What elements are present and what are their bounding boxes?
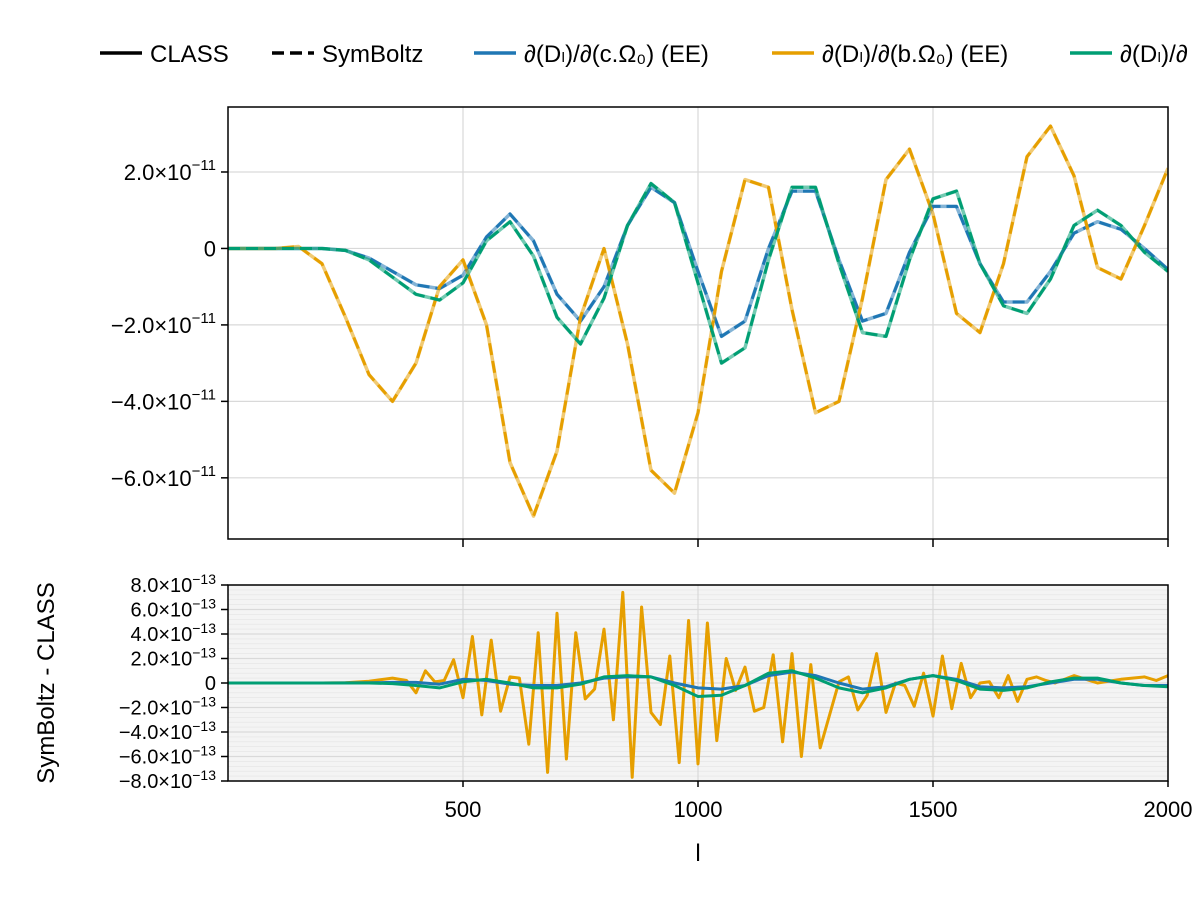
series-line-symboltz-009e73 (228, 182, 1168, 365)
y-tick-label: −4.0×10−13 (119, 718, 216, 744)
legend-label: SymBoltz (322, 41, 423, 68)
legend-label: ∂(Dₗ)/∂(b.Ω₀) (EE) (822, 41, 1008, 68)
legend-item: CLASS (100, 41, 229, 68)
y-tick-label: −8.0×10−13 (119, 767, 216, 793)
series-line-residual-e69f00 (228, 590, 1168, 779)
series-group (228, 124, 1168, 518)
legend-label: ∂(Dₗ)/∂ (1120, 41, 1188, 68)
y-tick-label: −6.0×10−11 (111, 463, 216, 491)
x-tick-label: 1500 (909, 797, 958, 822)
legend: CLASS SymBoltz ∂(Dₗ)/∂(c.Ω₀) (EE) ∂(Dₗ)/∂(b… (100, 41, 1188, 68)
y-tick-label: 0 (204, 236, 216, 261)
y-tick-label: 2.0×10−13 (131, 645, 217, 671)
legend-item: ∂(Dₗ)/∂ (1070, 41, 1188, 68)
series-line-symboltz-e69f00 (228, 124, 1168, 518)
y-tick-label: −2.0×10−11 (111, 310, 216, 338)
y-tick-label: 4.0×10−13 (131, 620, 217, 646)
y-tick-label: 8.0×10−13 (131, 571, 217, 597)
bottom-panel: 500 1000 1500 2000 8.0×10−136.0×10−134.0×10−… (33, 571, 1192, 867)
series-line-residual-009e73 (228, 669, 1168, 698)
x-tick-label: 500 (445, 797, 482, 822)
y-tick-label: −2.0×10−13 (119, 694, 216, 720)
legend-item: SymBoltz (272, 41, 423, 68)
y-tick-label: −4.0×10−11 (111, 386, 216, 414)
x-axis-label: l (695, 840, 700, 867)
y-tick-label: −6.0×10−13 (119, 743, 216, 769)
series-group (228, 590, 1168, 779)
y-tick-label: 6.0×10−13 (131, 596, 217, 622)
legend-label: ∂(Dₗ)/∂(c.Ω₀) (EE) (524, 41, 709, 68)
y-tick-label: 0 (205, 673, 216, 695)
legend-item: ∂(Dₗ)/∂(b.Ω₀) (EE) (772, 41, 1008, 68)
y-tick-label: 2.0×10−11 (124, 157, 216, 185)
x-tick-label: 1000 (674, 797, 723, 822)
legend-label: CLASS (150, 41, 229, 68)
y-axis-label: SymBoltz - CLASS (33, 582, 60, 783)
x-tick-label: 2000 (1144, 797, 1193, 822)
legend-item: ∂(Dₗ)/∂(c.Ω₀) (EE) (474, 41, 709, 68)
top-panel: 2.0×10−11 0 −2.0×10−11 −4.0×10−11 −6.0×10−11 (111, 106, 1169, 547)
series-line-symboltz-1f77b4 (228, 185, 1168, 338)
